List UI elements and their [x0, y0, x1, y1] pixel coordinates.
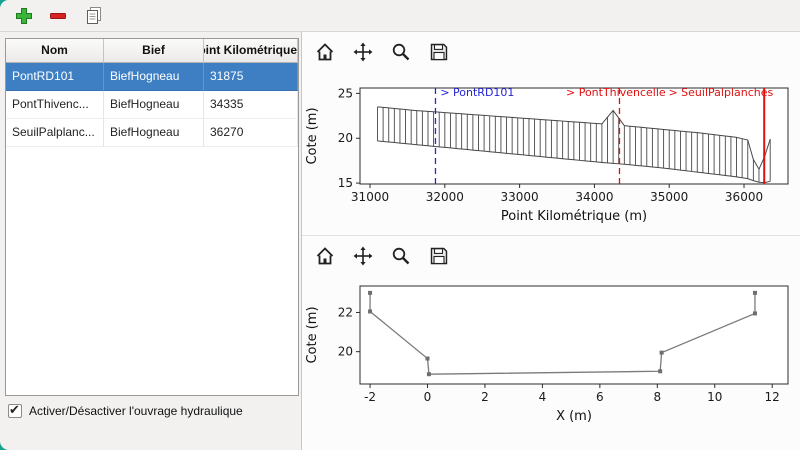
svg-text:20: 20 — [338, 131, 353, 145]
charts-panel: 31000 32000 33000 34000 35000 36000 15 20 25 Poin… — [301, 32, 800, 450]
home-button[interactable] — [312, 244, 337, 269]
add-ouvrage-button[interactable] — [12, 4, 36, 28]
cell-pk[interactable]: 36270 — [204, 119, 298, 147]
profile-bottom-envelope — [377, 140, 771, 184]
activer-ouvrage-checkbox[interactable]: ✔ Activer/Désactiver l'ouvrage hydrauliq… — [8, 402, 243, 418]
ouvrage-marker-label: > SeuilPalplanches — [668, 86, 773, 99]
svg-text:33000: 33000 — [501, 190, 539, 204]
cell-pk[interactable]: 34335 — [204, 91, 298, 119]
minus-icon — [50, 13, 66, 19]
table-header: Nom Bief Point Kilométrique — [6, 39, 298, 63]
charts-splitter[interactable] — [302, 235, 800, 236]
y-axis-label: Cote (m) — [305, 107, 320, 164]
svg-text:0: 0 — [424, 390, 432, 404]
home-button[interactable] — [312, 40, 337, 65]
home-icon — [316, 43, 333, 61]
svg-text:25: 25 — [338, 86, 353, 100]
pan-icon — [353, 246, 372, 266]
cell-nom[interactable]: SeuilPalplanc... — [6, 119, 104, 147]
edit-ouvrage-button[interactable] — [82, 4, 106, 28]
cross-section-lines — [377, 106, 771, 183]
column-header-nom[interactable]: Nom — [6, 39, 104, 63]
x-axis-label: Point Kilométrique (m) — [501, 209, 647, 224]
profile-chart-canvas[interactable]: 31000 32000 33000 34000 35000 36000 15 20 25 Poin… — [302, 72, 800, 235]
cross-section-polyline — [369, 292, 756, 375]
app-toolbar — [0, 0, 800, 32]
table-row[interactable]: PontThivenc... BiefHogneau 34335 — [6, 91, 298, 119]
cell-bief[interactable]: BiefHogneau — [104, 63, 204, 91]
svg-text:2: 2 — [481, 390, 489, 404]
section-chart-canvas[interactable]: -2 0 2 4 6 8 10 12 20 22 X (m) Cote (m) — [302, 276, 800, 450]
table-body: PontRD101 BiefHogneau 31875 PontThivenc... B… — [6, 63, 298, 147]
svg-text:20: 20 — [338, 345, 353, 359]
zoom-icon — [392, 247, 409, 265]
axes: 31000 32000 33000 34000 35000 36000 15 20 25 Poin… — [305, 86, 789, 224]
svg-text:15: 15 — [338, 176, 353, 190]
svg-text:31000: 31000 — [351, 190, 389, 204]
svg-text:34000: 34000 — [575, 190, 613, 204]
cell-nom[interactable]: PontRD101 — [6, 63, 104, 91]
cell-nom[interactable]: PontThivenc... — [6, 91, 104, 119]
svg-text:10: 10 — [707, 390, 722, 404]
remove-ouvrage-button[interactable] — [46, 4, 70, 28]
svg-text:4: 4 — [539, 390, 547, 404]
pan-button[interactable] — [350, 244, 375, 269]
cell-bief[interactable]: BiefHogneau — [104, 91, 204, 119]
save-button[interactable] — [426, 244, 451, 269]
cell-pk[interactable]: 31875 — [204, 63, 298, 91]
svg-text:35000: 35000 — [650, 190, 688, 204]
svg-text:8: 8 — [653, 390, 661, 404]
svg-text:-2: -2 — [364, 390, 376, 404]
svg-text:12: 12 — [765, 390, 780, 404]
document-icon — [87, 7, 101, 24]
table-row[interactable]: PontRD101 BiefHogneau 31875 — [6, 63, 298, 91]
checkbox-box[interactable]: ✔ — [8, 402, 22, 418]
x-axis-label: X (m) — [556, 409, 592, 424]
svg-text:36000: 36000 — [725, 190, 763, 204]
cross-section-markers — [368, 290, 757, 377]
table-row[interactable]: SeuilPalplanc... BiefHogneau 36270 — [6, 119, 298, 147]
ouvrage-marker-label: > PontThivencelle — [566, 86, 666, 99]
zoom-button[interactable] — [388, 244, 413, 269]
pan-icon — [353, 42, 372, 62]
plus-icon — [16, 8, 32, 24]
column-header-bief[interactable]: Bief — [104, 39, 204, 63]
profile-chart-block: 31000 32000 33000 34000 35000 36000 15 20 25 Poin… — [302, 32, 800, 235]
svg-text:22: 22 — [338, 305, 353, 319]
ouvrages-table: Nom Bief Point Kilométrique PontRD101Bie… — [5, 38, 299, 396]
y-axis-label: Cote (m) — [305, 306, 320, 363]
checkbox-label: Activer/Désactiver l'ouvrage hydraulique — [29, 404, 243, 418]
zoom-icon — [392, 43, 409, 61]
save-button[interactable] — [426, 40, 451, 65]
home-icon — [316, 247, 333, 265]
ouvrage-marker-label: > PontRD101 — [440, 86, 514, 99]
profile-top-envelope — [377, 106, 771, 171]
pan-button[interactable] — [350, 40, 375, 65]
section-chart-toolbar — [312, 244, 451, 269]
svg-text:6: 6 — [596, 390, 604, 404]
section-chart-block: -2 0 2 4 6 8 10 12 20 22 X (m) Cote (m) — [302, 236, 800, 450]
zoom-button[interactable] — [388, 40, 413, 65]
save-icon — [430, 43, 447, 61]
column-header-point-kilometrique[interactable]: Point Kilométrique — [204, 39, 298, 63]
svg-text:32000: 32000 — [426, 190, 464, 204]
profile-chart-toolbar — [312, 40, 451, 65]
save-icon — [430, 247, 447, 265]
axes: -2 0 2 4 6 8 10 12 20 22 X (m) Cote (m) — [305, 285, 789, 424]
checkmark-icon: ✔ — [9, 402, 20, 417]
cell-bief[interactable]: BiefHogneau — [104, 119, 204, 147]
